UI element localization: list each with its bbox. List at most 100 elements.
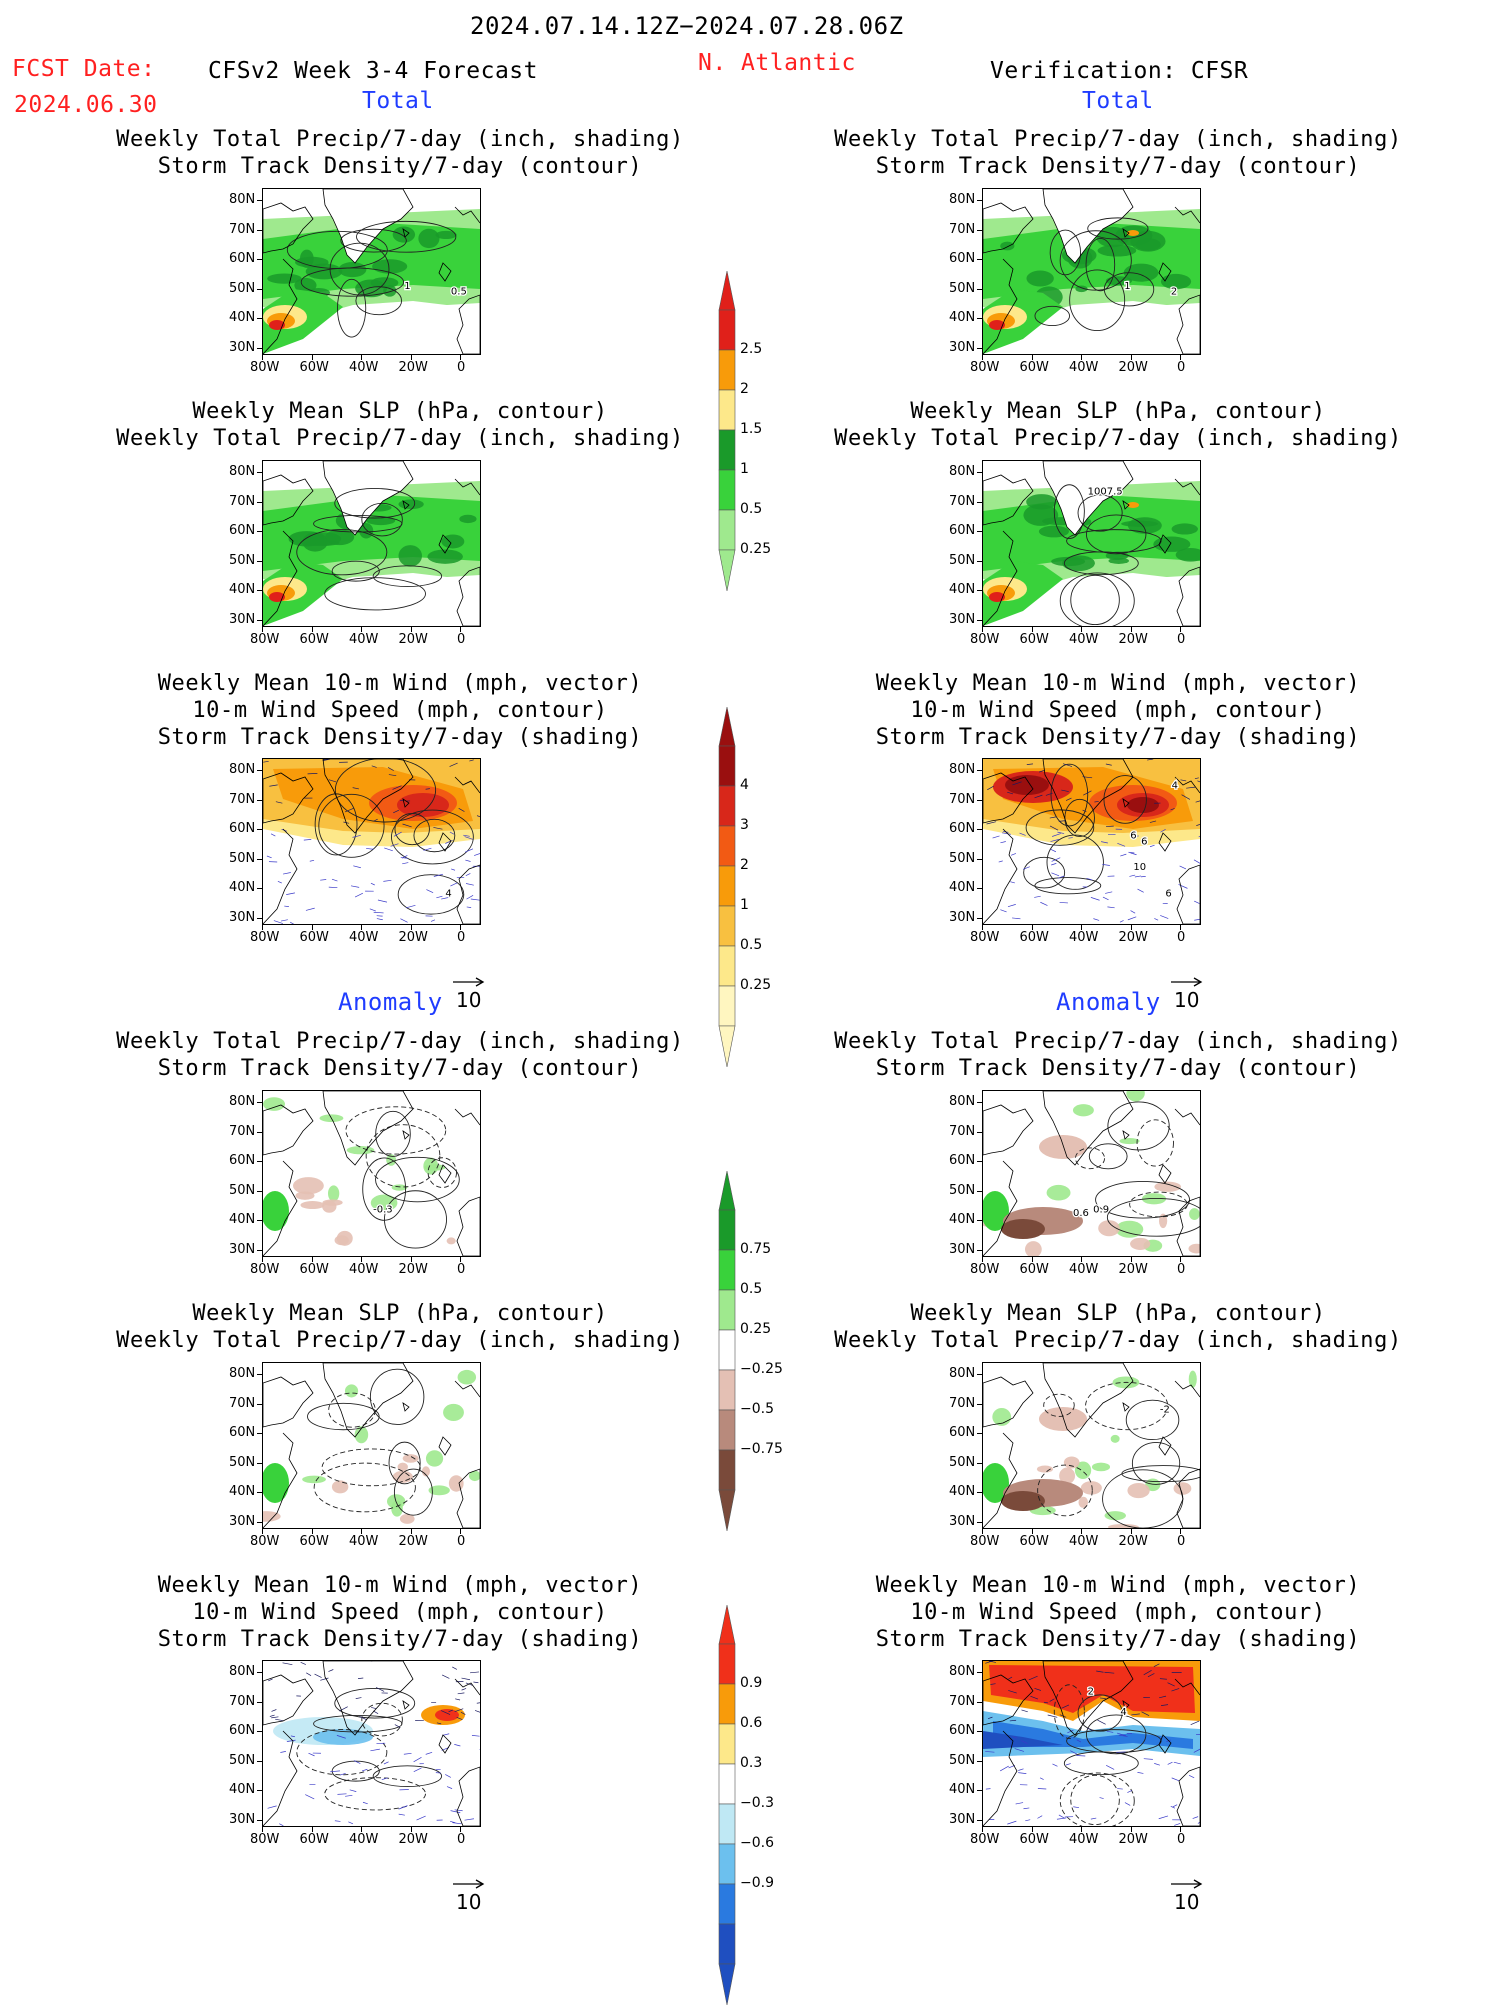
colorbar-swatch <box>719 1290 735 1330</box>
latitude-tick-mark <box>977 561 982 562</box>
panel-title-line: Storm Track Density/7-day (shading) <box>798 1626 1438 1653</box>
colorbar-tick-label: 0.25 <box>740 977 771 993</box>
longitude-tick-mark <box>1032 627 1033 632</box>
panel-title-line: 10-m Wind Speed (mph, contour) <box>798 697 1438 724</box>
latitude-tick-mark <box>977 800 982 801</box>
latitude-tick-mark <box>977 1433 982 1434</box>
longitude-tick-mark <box>312 1257 313 1262</box>
verification-title: Verification: CFSR <box>990 58 1248 84</box>
map-svg: 0.90.6 <box>983 1091 1200 1256</box>
latitude-tick-label: 60N <box>229 1723 255 1738</box>
latitude-tick-mark <box>257 230 262 231</box>
colorbar-swatches <box>718 706 736 1068</box>
colorbar-swatch <box>719 310 735 350</box>
contour-label: 1 <box>1124 281 1130 292</box>
latitude-tick-mark <box>977 1702 982 1703</box>
forecast-anomaly-vector-reference: 10 <box>452 1870 486 1914</box>
longitude-tick-mark <box>262 355 263 360</box>
panel-title-line: 10-m Wind Speed (mph, contour) <box>80 1599 720 1626</box>
latitude-tick-label: 70N <box>949 222 975 237</box>
latitude-tick-label: 40N <box>229 582 255 597</box>
longitude-tick-label: 40W <box>1069 632 1098 647</box>
latitude-tick-mark <box>977 888 982 889</box>
vector-reference-value: 10 <box>456 1890 486 1914</box>
longitude-tick-label: 20W <box>1119 360 1148 375</box>
latitude-tick-mark <box>257 318 262 319</box>
colorbar-tick-label: 0.5 <box>740 937 762 953</box>
longitude-tick-mark <box>262 1257 263 1262</box>
latitude-tick-label: 70N <box>949 1124 975 1139</box>
longitude-tick-label: 60W <box>300 360 329 375</box>
longitude-tick-label: 80W <box>250 360 279 375</box>
longitude-tick-label: 20W <box>399 1262 428 1277</box>
longitude-tick-mark <box>982 627 983 632</box>
panel-title: Weekly Mean SLP (hPa, contour)Weekly Tot… <box>798 398 1438 452</box>
longitude-tick-label: 60W <box>300 1832 329 1847</box>
latitude-tick-label: 40N <box>229 1782 255 1797</box>
colorbar-swatch <box>719 1210 735 1250</box>
colorbar-swatch <box>719 1724 735 1764</box>
colorbar-tick-label: −0.3 <box>740 1795 774 1811</box>
latitude-tick-mark <box>977 1191 982 1192</box>
colorbar-swatch <box>719 866 735 906</box>
panel-title: Weekly Total Precip/7-day (inch, shading… <box>798 126 1438 180</box>
latitude-tick-mark <box>257 859 262 860</box>
colorbar-top-arrow <box>719 1605 735 1644</box>
latitude-tick-mark <box>977 1522 982 1523</box>
contour-label: -0.3 <box>373 1204 393 1215</box>
longitude-tick-label: 0 <box>1177 1262 1185 1277</box>
longitude-tick-label: 60W <box>1020 930 1049 945</box>
contour-label: 6 <box>1165 888 1171 899</box>
colorbar-swatch <box>719 786 735 826</box>
contour-label: 6 <box>1130 830 1136 841</box>
longitude-tick-label: 20W <box>399 1534 428 1549</box>
colorbar-top-arrow <box>719 707 735 746</box>
colorbar-tick-label: 1.5 <box>740 421 762 437</box>
panel-title-line: Weekly Total Precip/7-day (inch, shading… <box>798 1028 1438 1055</box>
longitude-tick-label: 80W <box>970 930 999 945</box>
colorbar-tick-label: −0.9 <box>740 1875 774 1891</box>
vector-arrow-icon <box>1170 977 1204 987</box>
map-plot <box>262 1660 481 1827</box>
map-svg: 24 <box>983 1661 1200 1826</box>
latitude-tick-mark <box>977 1102 982 1103</box>
latitude-tick-label: 50N <box>229 1455 255 1470</box>
latitude-tick-mark <box>257 1132 262 1133</box>
longitude-tick-label: 80W <box>250 1534 279 1549</box>
longitude-tick-label: 0 <box>457 1832 465 1847</box>
map-plot: 1007.5 <box>982 460 1201 627</box>
colorbar-swatch <box>719 1804 735 1844</box>
panel-title-line: 10-m Wind Speed (mph, contour) <box>798 1599 1438 1626</box>
vector-reference-value: 10 <box>1174 1890 1204 1914</box>
longitude-tick-label: 20W <box>399 632 428 647</box>
panel-title-line: Weekly Mean 10-m Wind (mph, vector) <box>798 1572 1438 1599</box>
map-svg <box>263 1661 480 1826</box>
panel-title-line: Weekly Total Precip/7-day (inch, shading… <box>80 126 720 153</box>
longitude-tick-label: 80W <box>250 632 279 647</box>
panel-title: Weekly Total Precip/7-day (inch, shading… <box>80 126 720 180</box>
latitude-tick-label: 40N <box>229 1212 255 1227</box>
latitude-tick-mark <box>257 289 262 290</box>
latitude-tick-mark <box>257 1820 262 1821</box>
longitude-tick-mark <box>361 1257 362 1262</box>
longitude-tick-mark <box>262 925 263 930</box>
longitude-tick-mark <box>1131 627 1132 632</box>
colorbar-bottom-arrow <box>719 1490 735 1531</box>
latitude-tick-mark <box>977 531 982 532</box>
latitude-tick-label: 70N <box>229 494 255 509</box>
latitude-tick-label: 80N <box>229 1664 255 1679</box>
colorbar-swatch <box>719 1410 735 1450</box>
colorbar-tick-label: −0.5 <box>740 1401 774 1417</box>
latitude-tick-label: 80N <box>229 464 255 479</box>
latitude-tick-mark <box>257 502 262 503</box>
latitude-tick-label: 70N <box>229 1694 255 1709</box>
longitude-tick-label: 60W <box>300 1262 329 1277</box>
latitude-tick-label: 60N <box>229 1153 255 1168</box>
latitude-tick-label: 30N <box>949 340 975 355</box>
longitude-tick-label: 40W <box>349 1262 378 1277</box>
map-svg: -0.3 <box>263 1091 480 1256</box>
colorbar-top-arrow <box>719 271 735 310</box>
panel-title: Weekly Total Precip/7-day (inch, shading… <box>798 1028 1438 1082</box>
contour-label: -2 <box>1160 1404 1170 1415</box>
